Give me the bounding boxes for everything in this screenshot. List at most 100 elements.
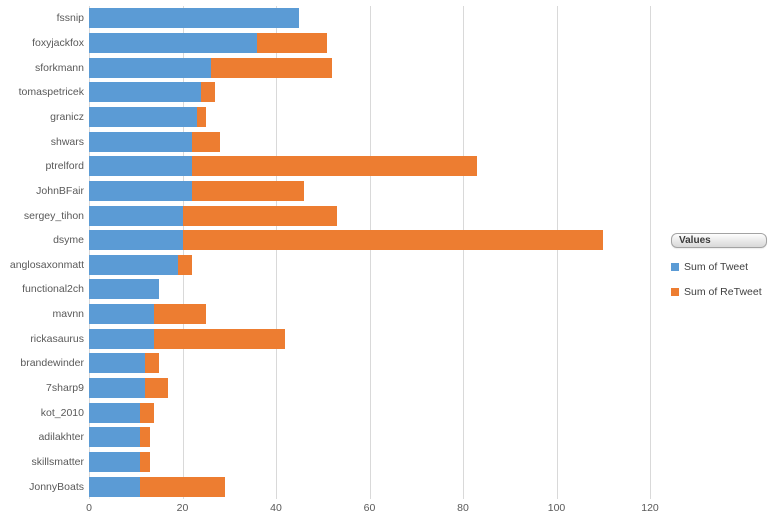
bar-row bbox=[89, 106, 206, 127]
category-label: anglosaxonmatt bbox=[9, 258, 84, 271]
retweet-bar-segment[interactable] bbox=[154, 304, 206, 325]
category-label: ptrelford bbox=[45, 160, 84, 173]
plot-area bbox=[89, 6, 651, 499]
category-label: rickasaurus bbox=[30, 332, 84, 345]
bar-row bbox=[89, 8, 300, 29]
bar-row bbox=[89, 427, 150, 448]
retweet-bar-segment[interactable] bbox=[201, 82, 216, 103]
gridline bbox=[650, 6, 651, 499]
retweet-bar-segment[interactable] bbox=[140, 427, 150, 448]
retweet-bar-segment[interactable] bbox=[154, 328, 286, 349]
gridline bbox=[556, 6, 558, 499]
retweet-bar-segment[interactable] bbox=[257, 32, 328, 53]
category-label: dsyme bbox=[53, 234, 84, 247]
tweet-bar-segment[interactable] bbox=[89, 8, 300, 29]
category-label: 7sharp9 bbox=[46, 382, 84, 395]
tweet-bar-segment[interactable] bbox=[89, 279, 160, 300]
x-tick-label: 20 bbox=[176, 502, 189, 514]
x-tick-label: 80 bbox=[457, 502, 469, 514]
retweet-bar-segment[interactable] bbox=[191, 156, 478, 177]
bar-row bbox=[89, 279, 160, 300]
category-label: functional2ch bbox=[22, 283, 84, 296]
legend-item-label: Sum of Tweet bbox=[684, 261, 749, 273]
tweet-bar-segment[interactable] bbox=[89, 304, 155, 325]
retweet-bar-segment[interactable] bbox=[182, 230, 604, 251]
category-label: tomaspetricek bbox=[18, 86, 84, 99]
bar-row bbox=[89, 254, 192, 275]
legend-swatch-icon bbox=[671, 288, 679, 296]
x-tick-label: 100 bbox=[547, 502, 566, 514]
retweet-bar-segment[interactable] bbox=[191, 180, 305, 201]
category-label: granicz bbox=[50, 110, 84, 123]
retweet-bar-segment[interactable] bbox=[196, 106, 206, 127]
x-tick-label: 60 bbox=[363, 502, 376, 514]
bar-row bbox=[89, 57, 333, 78]
bar-row bbox=[89, 378, 169, 399]
tweet-bar-segment[interactable] bbox=[89, 328, 155, 349]
retweet-bar-segment[interactable] bbox=[140, 476, 225, 497]
bar-row bbox=[89, 304, 206, 325]
category-label: JonnyBoats bbox=[29, 480, 84, 493]
tweet-bar-segment[interactable] bbox=[89, 180, 192, 201]
tweet-bar-segment[interactable] bbox=[89, 82, 202, 103]
gridline bbox=[276, 6, 277, 499]
tweet-bar-segment[interactable] bbox=[89, 427, 141, 448]
tweet-bar-segment[interactable] bbox=[89, 57, 211, 78]
bar-row bbox=[89, 205, 337, 226]
legend-item[interactable]: Sum of Tweet bbox=[671, 261, 768, 273]
legend: Values Sum of Tweet Sum of ReTweet bbox=[671, 233, 768, 298]
tweet-bar-segment[interactable] bbox=[89, 402, 141, 423]
tweet-bar-segment[interactable] bbox=[89, 131, 192, 152]
tweet-bar-segment[interactable] bbox=[89, 32, 258, 53]
category-label: kot_2010 bbox=[40, 406, 84, 419]
bar-row bbox=[89, 180, 305, 201]
gridline bbox=[182, 6, 184, 499]
gridline bbox=[369, 6, 371, 499]
legend-swatch-icon bbox=[671, 263, 679, 271]
x-tick-label: 40 bbox=[270, 502, 282, 514]
x-tick-label: 0 bbox=[86, 502, 92, 514]
category-label: sergey_tihon bbox=[23, 209, 84, 222]
legend-item[interactable]: Sum of ReTweet bbox=[671, 286, 768, 298]
bar-row bbox=[89, 131, 220, 152]
retweet-bar-segment[interactable] bbox=[140, 452, 150, 473]
category-label: skillsmatter bbox=[31, 456, 84, 468]
tweet-bar-segment[interactable] bbox=[89, 378, 146, 399]
tweet-bar-segment[interactable] bbox=[89, 156, 192, 177]
bar-row bbox=[89, 32, 328, 53]
retweet-bar-segment[interactable] bbox=[140, 402, 155, 423]
tweet-bar-segment[interactable] bbox=[89, 106, 197, 127]
retweet-bar-segment[interactable] bbox=[182, 205, 337, 226]
tweet-bar-segment[interactable] bbox=[89, 230, 183, 251]
legend-items: Sum of Tweet Sum of ReTweet bbox=[671, 261, 768, 298]
retweet-bar-segment[interactable] bbox=[145, 353, 160, 374]
category-label: JohnBFair bbox=[36, 184, 84, 197]
retweet-bar-segment[interactable] bbox=[210, 57, 333, 78]
bar-row bbox=[89, 402, 155, 423]
category-label: sforkmann bbox=[34, 61, 84, 74]
legend-item-label: Sum of ReTweet bbox=[684, 286, 762, 298]
gridline bbox=[463, 6, 464, 499]
tweet-bar-segment[interactable] bbox=[89, 476, 141, 497]
category-label: brandewinder bbox=[20, 357, 84, 370]
bar-row bbox=[89, 353, 160, 374]
tweet-bar-segment[interactable] bbox=[89, 205, 183, 226]
retweet-bar-segment[interactable] bbox=[145, 378, 169, 399]
category-label: adilakhter bbox=[38, 431, 84, 444]
retweet-bar-segment[interactable] bbox=[191, 131, 220, 152]
retweet-bar-segment[interactable] bbox=[177, 254, 192, 275]
bar-row bbox=[89, 156, 478, 177]
bar-row bbox=[89, 82, 216, 103]
gridline bbox=[89, 6, 90, 499]
tweet-bar-segment[interactable] bbox=[89, 254, 178, 275]
bar-row bbox=[89, 452, 150, 473]
bar-row bbox=[89, 230, 604, 251]
tweet-bar-segment[interactable] bbox=[89, 452, 141, 473]
category-label: foxyjackfox bbox=[32, 36, 84, 49]
bar-row bbox=[89, 476, 225, 497]
tweet-bar-segment[interactable] bbox=[89, 353, 146, 374]
category-label: fssnip bbox=[56, 12, 84, 25]
category-label: shwars bbox=[50, 135, 84, 148]
values-field-button[interactable]: Values bbox=[671, 233, 767, 248]
